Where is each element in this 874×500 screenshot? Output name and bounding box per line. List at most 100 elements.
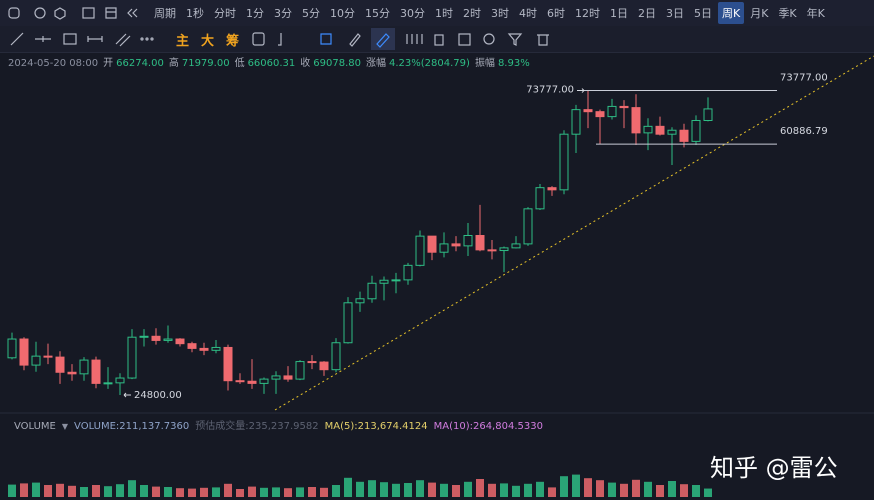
volume-bar xyxy=(308,487,316,497)
volume-bar xyxy=(32,482,40,497)
volume-bar xyxy=(584,478,592,497)
candle-body xyxy=(199,347,209,351)
indicator-list: 主大筹 xyxy=(170,30,245,49)
candle-body xyxy=(475,235,485,251)
info-label: 开 xyxy=(103,58,114,69)
interval-button[interactable]: 季K xyxy=(778,7,797,20)
volume-bar xyxy=(620,483,628,497)
volume-bar xyxy=(500,483,508,497)
volume-bar xyxy=(116,484,124,497)
interval-button[interactable]: 10分 xyxy=(330,7,355,20)
info-label: 高 xyxy=(168,58,179,69)
candle-body xyxy=(55,356,65,373)
interval-button[interactable]: 15分 xyxy=(365,7,390,20)
interval-button[interactable]: 6时 xyxy=(547,7,565,20)
candle-body xyxy=(619,105,629,109)
interval-button[interactable]: 1日 xyxy=(610,7,628,20)
candle-body xyxy=(91,359,101,384)
candle-body xyxy=(427,235,437,253)
interval-button[interactable]: 1时 xyxy=(435,7,453,20)
info-value: 69078.80 xyxy=(313,58,361,69)
candle-body xyxy=(319,361,329,371)
indicator-button[interactable]: 大 xyxy=(201,33,215,49)
level-label: 73777.00 xyxy=(780,73,828,84)
interval-button[interactable]: 月K xyxy=(750,7,769,20)
min-arrow xyxy=(123,392,131,398)
candle-body xyxy=(571,109,581,135)
candle-body xyxy=(115,377,125,384)
volume-bar xyxy=(92,485,100,497)
info-date: 2024-05-20 08:00 xyxy=(8,58,99,69)
candle-body xyxy=(283,375,293,380)
interval-button[interactable]: 12时 xyxy=(575,7,600,20)
candle-body xyxy=(559,133,569,191)
volume-header: VOLUME ▼ VOLUME:211,137.7360 预估成交量:235,237.… xyxy=(14,417,549,432)
candle-body xyxy=(67,371,77,375)
interval-button[interactable]: 3时 xyxy=(491,7,509,20)
indicator-button[interactable]: 主 xyxy=(176,33,190,49)
volume-bar xyxy=(164,487,172,497)
max-label: 73777.00 xyxy=(526,85,574,96)
volume-bar xyxy=(200,487,208,497)
volume-bar xyxy=(572,474,580,497)
volume-bar xyxy=(632,479,640,497)
volume-bar xyxy=(176,488,184,497)
info-value: 71979.00 xyxy=(181,58,230,69)
interval-button[interactable]: 5日 xyxy=(694,7,712,20)
volume-bar xyxy=(476,479,484,497)
info-label: 低 xyxy=(234,58,245,69)
candle-body xyxy=(487,249,497,252)
candle-body xyxy=(151,335,161,341)
volume-bar xyxy=(452,485,460,497)
interval-button[interactable]: 4时 xyxy=(519,7,537,20)
candle-body xyxy=(7,338,17,359)
min-label: 24800.00 xyxy=(134,390,182,401)
candle-body xyxy=(583,109,593,113)
volume-bar xyxy=(56,483,64,497)
interval-button[interactable]: 30分 xyxy=(400,7,425,20)
interval-button[interactable]: 2日 xyxy=(638,7,656,20)
info-label: 收 xyxy=(300,58,311,69)
volume-bar xyxy=(128,480,136,497)
volume-bar xyxy=(488,483,496,497)
interval-button[interactable]: 周K xyxy=(718,2,745,24)
watermark: 知乎 @雷公 xyxy=(710,454,838,482)
tool-icons xyxy=(252,28,550,50)
candle-body xyxy=(463,235,473,247)
interval-button[interactable]: 年K xyxy=(806,7,825,20)
candle-body xyxy=(499,247,509,252)
candle-body xyxy=(595,111,605,118)
period-dropdown[interactable]: 周期 xyxy=(154,7,176,20)
volume-bar xyxy=(608,482,616,497)
interval-button[interactable]: 1秒 xyxy=(186,7,204,20)
candle-body xyxy=(187,343,197,349)
interval-button[interactable]: 3日 xyxy=(666,7,684,20)
max-arrow xyxy=(577,88,585,93)
volume-bar xyxy=(596,480,604,497)
volume-bar xyxy=(212,487,220,497)
info-value: 4.23%(2804.79) xyxy=(389,58,470,69)
volume-bar xyxy=(260,487,268,497)
drawing-tools xyxy=(10,32,154,47)
interval-button[interactable]: 2时 xyxy=(463,7,481,20)
volume-bar xyxy=(320,487,328,497)
candle-body xyxy=(367,282,377,300)
candle-body xyxy=(703,108,713,121)
candle-body xyxy=(331,342,341,371)
volume-bar xyxy=(428,482,436,497)
interval-button[interactable]: 5分 xyxy=(302,7,320,20)
info-label: 振幅 xyxy=(474,58,495,69)
interval-button[interactable]: 1分 xyxy=(246,7,264,20)
volume-bar xyxy=(284,488,292,497)
volume-title[interactable]: VOLUME xyxy=(14,421,56,432)
indicator-button[interactable]: 筹 xyxy=(226,33,240,49)
candle-body xyxy=(391,279,401,282)
interval-button[interactable]: 分时 xyxy=(214,7,236,20)
info-value: 8.93% xyxy=(497,58,530,69)
candle-body xyxy=(535,187,545,210)
candle-body xyxy=(655,125,665,135)
candle-body xyxy=(163,338,173,341)
interval-button[interactable]: 3分 xyxy=(274,7,292,20)
candle-body xyxy=(439,243,449,253)
